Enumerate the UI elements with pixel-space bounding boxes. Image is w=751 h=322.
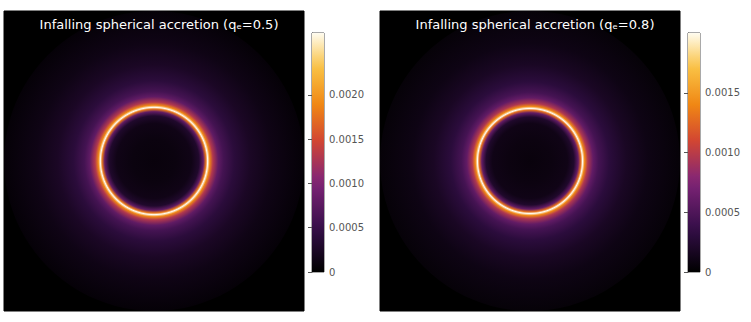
svg-text:0.0020: 0.0020 xyxy=(329,89,364,100)
svg-text:0.0005: 0.0005 xyxy=(329,222,364,233)
svg-text:Infalling spherical accretion: Infalling spherical accretion (qₑ=0.5) xyxy=(40,17,279,32)
svg-text:0.0015: 0.0015 xyxy=(329,134,364,145)
svg-text:0: 0 xyxy=(329,267,335,278)
svg-text:0.0010: 0.0010 xyxy=(705,147,740,158)
svg-text:0.0015: 0.0015 xyxy=(705,87,740,98)
svg-text:0: 0 xyxy=(705,267,711,278)
svg-text:0.0005: 0.0005 xyxy=(705,207,740,218)
svg-text:Infalling spherical accretion: Infalling spherical accretion (qₑ=0.8) xyxy=(416,17,655,32)
svg-text:0.0010: 0.0010 xyxy=(329,178,364,189)
